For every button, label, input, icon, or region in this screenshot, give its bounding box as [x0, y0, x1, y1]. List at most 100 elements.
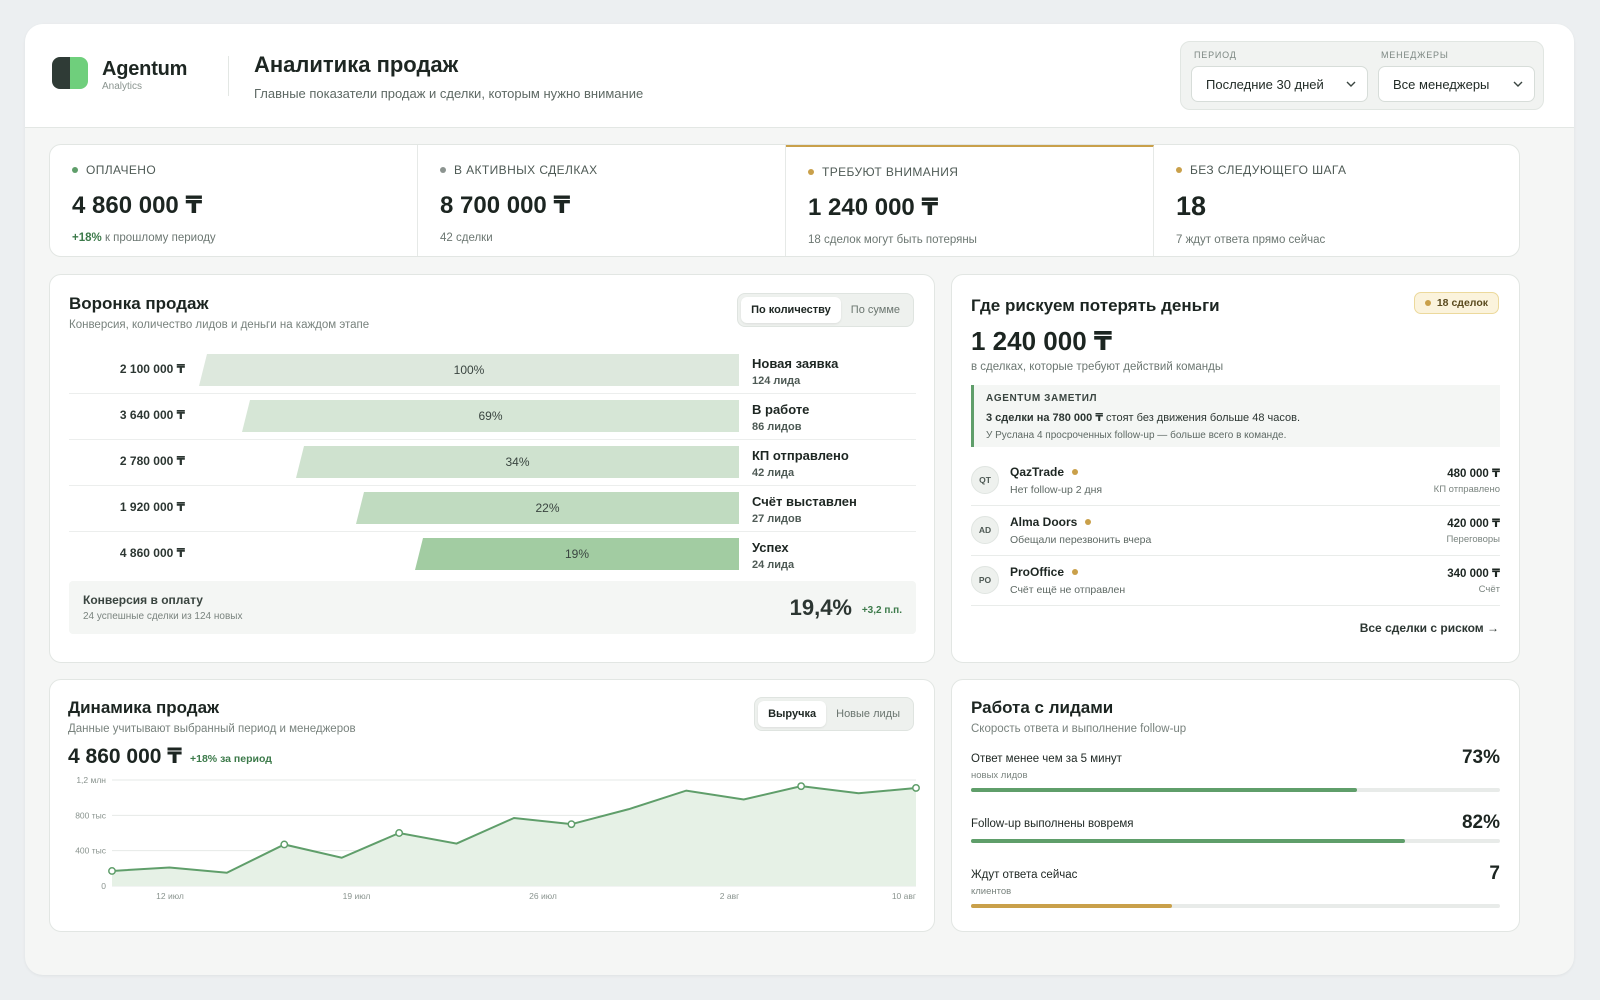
toggle-by-sum[interactable]: По сумме — [850, 304, 900, 316]
kpi-paid: ОПЛАЧЕНО 4 860 000 ₸ +18% к прошлому пер… — [50, 145, 418, 256]
deal-name: Alma Doors — [1010, 515, 1092, 529]
deal-note: Нет follow-up 2 дня — [1010, 484, 1103, 496]
dynamics-subtitle: Данные учитывают выбранный период и мене… — [68, 723, 356, 735]
status-dot-icon — [440, 167, 446, 173]
notice-line1: 3 сделки на 780 000 ₸ стоят без движения… — [986, 412, 1301, 424]
kpi-note: 18 сделок могут быть потеряны — [808, 234, 977, 246]
kpi-value: 4 860 000 ₸ — [72, 192, 203, 219]
period-value: Последние 30 дней — [1206, 76, 1324, 92]
chevron-down-icon — [1346, 81, 1356, 87]
page-title: Аналитика продаж — [254, 52, 459, 77]
metric-title: Ответ менее чем за 5 минут — [971, 753, 1122, 765]
series-area — [112, 786, 916, 886]
conversion-subtitle: 24 успешные сделки из 124 новых — [83, 611, 243, 622]
status-dot-icon — [1424, 300, 1431, 306]
data-point — [567, 820, 576, 829]
funnel-stage: КП отправлено 42 лида — [752, 448, 849, 479]
sales-chart: 0 400 тыс 800 тыс 1,2 млн 12 июл 19 июл 26 июл… — [75, 775, 920, 901]
kpi-label: ТРЕБУЮТ ВНИМАНИЯ — [808, 165, 1131, 179]
data-point — [912, 784, 920, 792]
dynamics-total: 4 860 000 ₸ — [68, 745, 182, 768]
risk-deal-row[interactable]: PO ProOffice Счёт ещё не отправлен 340 000 … — [971, 556, 1500, 606]
toggle-by-count[interactable]: По количеству — [741, 297, 841, 323]
funnel-bar: 22% — [356, 492, 739, 524]
dynamics-toggle: Выручка Новые лиды — [754, 697, 914, 731]
deal-amount: 480 000 ₸ — [1447, 468, 1500, 480]
avatar: PO — [971, 566, 999, 594]
deal-name: ProOffice — [1010, 565, 1079, 579]
kpi-value: 18 — [1176, 191, 1207, 221]
managers-label: МЕНЕДЖЕРЫ — [1381, 50, 1449, 60]
avatar: AD — [971, 516, 999, 544]
dynamics-title: Динамика продаж — [68, 698, 220, 717]
deal-note: Обещали перезвонить вчера — [1010, 534, 1152, 546]
funnel-percent: 34% — [505, 455, 530, 469]
stage-name: Новая заявка — [752, 356, 839, 371]
funnel-toggle: По количеству По сумме — [737, 293, 914, 327]
deal-stage: Переговоры — [1446, 534, 1500, 545]
data-point — [797, 782, 806, 791]
chevron-down-icon — [1513, 81, 1523, 87]
leads-subtitle: Скорость ответа и выполнение follow-up — [971, 723, 1187, 735]
brand-name: Agentum — [102, 58, 188, 80]
metric-value: 73% — [1461, 747, 1500, 768]
page-subtitle: Главные показатели продаж и сделки, кото… — [254, 86, 644, 101]
conversion-value: 19,4% — [789, 595, 852, 620]
status-dot-icon — [808, 169, 814, 175]
funnel-title: Воронка продаж — [69, 294, 209, 313]
kpi-note: 7 ждут ответа прямо сейчас — [1176, 234, 1326, 246]
kpi-value: 1 240 000 ₸ — [808, 194, 939, 221]
progress-fill — [971, 839, 1405, 843]
metric-title: Follow-up выполнены вовремя — [971, 818, 1134, 830]
status-dot-icon — [1176, 167, 1182, 173]
status-dot-icon — [1072, 469, 1079, 475]
deal-name: QazTrade — [1010, 465, 1079, 479]
conversion-title: Конверсия в оплату — [83, 593, 203, 607]
data-point — [395, 829, 404, 837]
kpi-value: 8 700 000 ₸ — [440, 192, 571, 219]
funnel-row: 1 920 000 ₸ 22% Счёт выставлен 27 лидов — [69, 486, 916, 532]
deal-amount: 420 000 ₸ — [1447, 518, 1500, 530]
metric-sub: новых лидов — [971, 770, 1028, 781]
deal-note: Счёт ещё не отправлен — [1010, 584, 1126, 596]
risk-card: Где рискуем потерять деньги 18 сделок 1 … — [951, 274, 1520, 663]
funnel-row: 2 780 000 ₸ 34% КП отправлено 42 лида — [69, 440, 916, 486]
metric-title: Ждут ответа сейчас — [971, 869, 1078, 881]
stage-count: 24 лида — [752, 559, 795, 571]
toggle-new-leads[interactable]: Новые лиды — [836, 708, 900, 720]
funnel-row: 2 100 000 ₸ 100% Новая заявка 124 лида — [69, 348, 916, 394]
period-label: ПЕРИОД — [1194, 50, 1237, 60]
kpi-label: ОПЛАЧЕНО — [72, 163, 395, 177]
kpi-note: 42 сделки — [440, 232, 493, 244]
period-select[interactable]: Последние 30 дней — [1191, 66, 1368, 102]
status-dot-icon — [1085, 519, 1092, 525]
funnel-stage: Новая заявка 124 лида — [752, 356, 838, 387]
risk-badge: 18 сделок — [1413, 292, 1499, 314]
x-tick-label: 26 июл — [529, 891, 557, 901]
kpi-attention: ТРЕБУЮТ ВНИМАНИЯ 1 240 000 ₸ 18 сделок м… — [786, 145, 1154, 256]
risk-total: 1 240 000 ₸ — [971, 326, 1112, 356]
metric-fast-response: Ответ менее чем за 5 минут новых лидов 7… — [971, 747, 1500, 792]
conversion-summary: Конверсия в оплату 24 успешные сделки из… — [69, 581, 916, 634]
dashboard-app: Agentum Analytics Аналитика продаж Главн… — [25, 24, 1574, 975]
funnel-percent: 69% — [478, 409, 503, 423]
progress-track — [971, 904, 1500, 908]
managers-select[interactable]: Все менеджеры — [1378, 66, 1535, 102]
funnel-bar: 19% — [415, 538, 739, 570]
funnel-subtitle: Конверсия, количество лидов и деньги на … — [69, 319, 370, 331]
stage-count: 42 лида — [752, 467, 795, 479]
funnel-money: 1 920 000 ₸ — [119, 500, 185, 514]
risk-deal-row[interactable]: QT QazTrade Нет follow-up 2 дня 480 000 ₸ КП… — [971, 456, 1500, 506]
funnel-bar: 34% — [296, 446, 739, 478]
metric-followup-on-time: Follow-up выполнены вовремя 82% — [971, 812, 1500, 843]
progress-fill — [971, 904, 1173, 908]
funnel-percent: 100% — [453, 363, 485, 377]
kpi-note: +18% к прошлому периоду — [72, 232, 216, 244]
toggle-revenue[interactable]: Выручка — [758, 701, 827, 727]
all-risk-deals-link[interactable]: Все сделки с риском → — [1359, 621, 1499, 635]
metric-sub: клиентов — [971, 886, 1012, 897]
risk-deal-row[interactable]: AD Alma Doors Обещали перезвонить вчера 420… — [971, 506, 1500, 556]
y-tick-label: 400 тыс — [75, 846, 107, 856]
funnel-percent: 19% — [564, 547, 590, 561]
kpi-label: БЕЗ СЛЕДУЮЩЕГО ШАГА — [1176, 163, 1500, 177]
